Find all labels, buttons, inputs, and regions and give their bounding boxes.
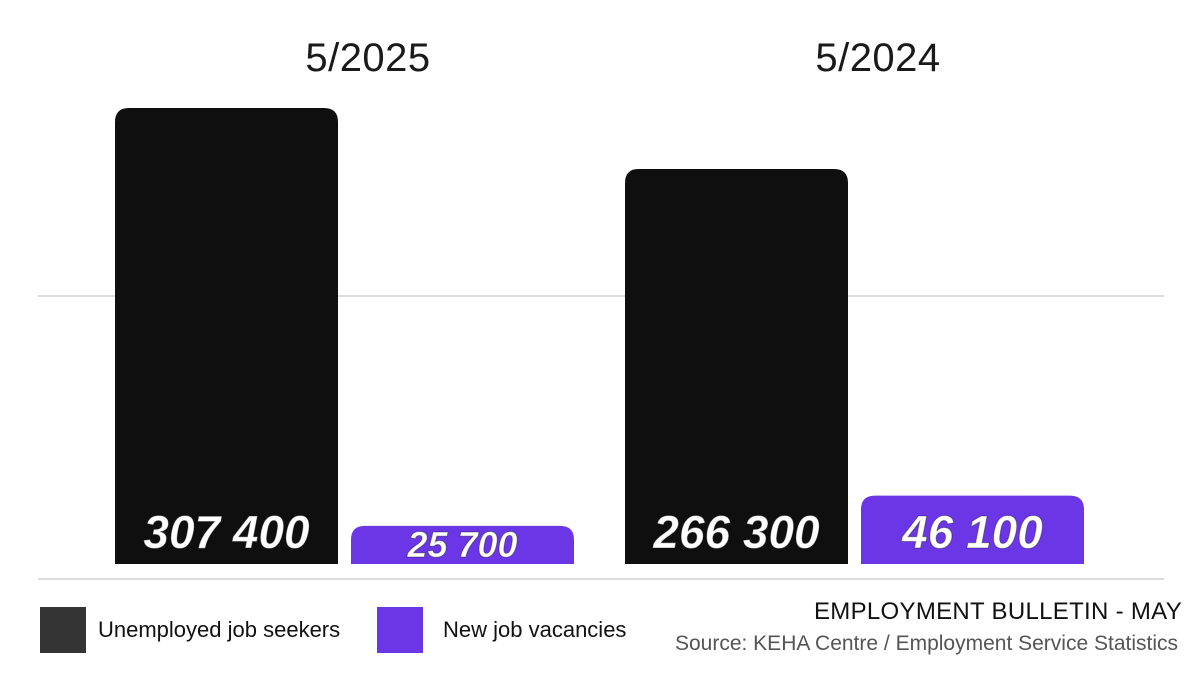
bulletin-title: EMPLOYMENT BULLETIN - MAY <box>813 598 1182 625</box>
value-label-new-job-vacancies-5-2025: 25 700 <box>406 524 517 565</box>
legend-label-unemployed: Unemployed job seekers <box>98 617 341 642</box>
value-label-new-job-vacancies-5-2024: 46 100 <box>901 506 1043 558</box>
value-label-unemployed-job-seekers-5-2025: 307 400 <box>143 506 310 558</box>
value-label-unemployed-job-seekers-5-2024: 266 300 <box>652 506 820 558</box>
bar-new-job-vacancies-5-2025 <box>351 525 574 564</box>
category-label-5-2024: 5/2024 <box>815 36 941 80</box>
legend-swatch-unemployed <box>40 607 86 653</box>
legend-swatch-vacancies <box>377 607 423 653</box>
bar-unemployed-job-seekers-5-2024 <box>625 168 848 564</box>
bar-unemployed-job-seekers-5-2025 <box>115 108 338 564</box>
category-label-5-2025: 5/2025 <box>305 36 431 80</box>
legend-label-vacancies: New job vacancies <box>443 617 627 642</box>
legend-item-unemployed: Unemployed job seekers <box>40 607 340 653</box>
legend-item-vacancies: New job vacancies <box>377 607 626 653</box>
source-note: Source: KEHA Centre / Employment Service… <box>674 632 1178 655</box>
bar-new-job-vacancies-5-2024 <box>861 495 1084 564</box>
